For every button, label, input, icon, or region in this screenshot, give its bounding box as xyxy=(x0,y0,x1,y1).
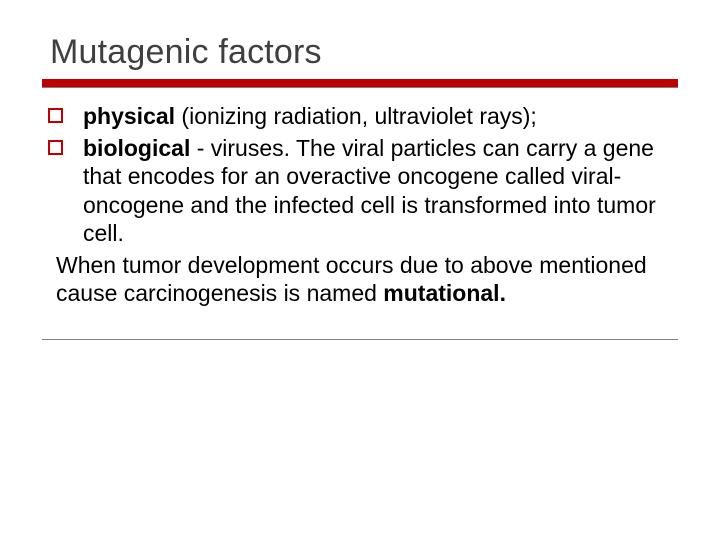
bullet-rest: (ionizing radiation, ultraviolet rays); xyxy=(175,103,537,129)
bullet-item: biological - viruses. The viral particle… xyxy=(42,134,678,246)
bullet-text: physical (ionizing radiation, ultraviole… xyxy=(83,102,678,130)
square-bullet-icon xyxy=(48,108,63,123)
slide-body: physical (ionizing radiation, ultraviole… xyxy=(42,102,678,339)
slide-title: Mutagenic factors xyxy=(50,34,678,71)
square-bullet-icon xyxy=(48,140,63,155)
footer-rule xyxy=(42,339,678,340)
paragraph-bold-tail: mutational. xyxy=(383,280,506,306)
title-rule-grey xyxy=(42,87,678,88)
bullet-text: biological - viruses. The viral particle… xyxy=(83,134,678,246)
bullet-item: physical (ionizing radiation, ultraviole… xyxy=(42,102,678,130)
closing-paragraph: When tumor development occurs due to abo… xyxy=(56,251,678,307)
slide: Mutagenic factors physical (ionizing rad… xyxy=(0,0,720,540)
title-rule-red xyxy=(42,79,678,87)
paragraph-pre: When tumor development occurs due to abo… xyxy=(56,252,647,306)
bullet-lead-bold: biological xyxy=(83,135,190,161)
title-rule xyxy=(42,79,678,88)
bullet-lead-bold: physical xyxy=(83,103,175,129)
